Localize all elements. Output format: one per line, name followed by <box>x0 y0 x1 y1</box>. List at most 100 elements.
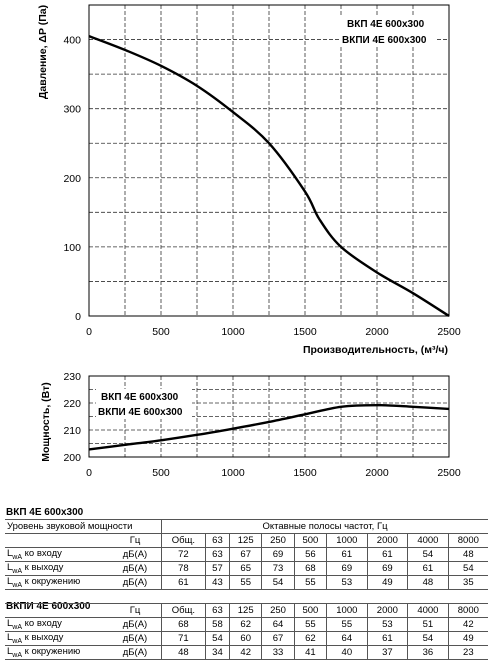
table-cell-value: 61 <box>366 547 408 562</box>
power-x-tick-label: 2500 <box>437 467 461 479</box>
table-cell-value: 49 <box>447 631 488 646</box>
power-legend-item-2: ВКПИ 4Е 600x300 <box>98 407 183 418</box>
table1-title: ВКП 4Е 600x300 <box>6 507 84 518</box>
pressure-chart: 0 500 1000 1500 2000 2500 0 100 200 300 400 ВКП 4Е… <box>37 4 461 356</box>
table-cell-value: 61 <box>161 575 206 590</box>
row-label: LwA ко входу <box>5 617 109 632</box>
table-cell-value: 62 <box>229 617 262 632</box>
table-cell-value: 69 <box>366 561 408 576</box>
row-label-subscript: wA <box>12 567 23 575</box>
row-label: LwA к окружению <box>5 645 109 660</box>
pressure-x-tick-label: 500 <box>152 326 170 338</box>
pressure-grid <box>89 5 449 316</box>
table-cell-value: 51 <box>407 617 449 632</box>
table-cell-value: 61 <box>407 561 449 576</box>
table-cell-value: 65 <box>229 561 262 576</box>
table-cell-value: 56 <box>293 547 327 562</box>
pressure-plot-frame <box>88 4 450 317</box>
table-cell-value: 40 <box>326 645 368 660</box>
pressure-x-tick-label: 2000 <box>365 326 389 338</box>
sound-table-2: Гц Общ. 63 125 250 500 1000 2000 4000 8000 LwA ко… <box>5 603 488 660</box>
table-cell-value: 71 <box>161 631 206 646</box>
power-chart: 0 500 1000 1500 2000 2500 200 210 220 230 ВКП 4Е … <box>40 371 461 479</box>
power-x-tick-label: 1500 <box>293 467 317 479</box>
column-header: 500 <box>293 533 327 548</box>
pressure-x-tick-label: 2500 <box>437 326 461 338</box>
table-cell-value: 60 <box>229 631 262 646</box>
row-unit: дБ(А) <box>109 631 162 646</box>
pressure-x-tick-label: 1500 <box>293 326 317 338</box>
table-row: LwA к окружению дБ(А) 61 43 55 54 55 53 49 48 35 <box>5 575 488 590</box>
pressure-y-tick-label: 200 <box>63 173 81 185</box>
row-label-subscript: wA <box>12 623 23 631</box>
table-cell-value: 67 <box>229 547 262 562</box>
column-header: Общ. <box>161 533 206 548</box>
pressure-y-tick-label: 400 <box>63 35 81 47</box>
table-cell-value: 54 <box>447 561 488 576</box>
row-unit: дБ(А) <box>109 617 162 632</box>
column-header: 125 <box>229 603 262 618</box>
table-row: LwA ко входу дБ(А) 72 63 67 69 56 61 61 54 48 <box>5 547 488 562</box>
pressure-y-tick-label: 300 <box>63 104 81 116</box>
row-label: LwA ко входу <box>5 547 109 562</box>
power-legend-item-1: ВКП 4Е 600x300 <box>101 392 179 403</box>
sound-table-1: Уровень звуковой мощности Октавные полос… <box>5 519 488 590</box>
column-header: 250 <box>261 533 295 548</box>
table-cell-value: 63 <box>204 547 230 562</box>
table-cell-value: 55 <box>326 617 368 632</box>
column-header: 500 <box>293 603 327 618</box>
table-cell-value: 53 <box>366 617 408 632</box>
power-y-tick-label: 200 <box>63 452 81 464</box>
table-cell-value: 49 <box>366 575 408 590</box>
pressure-legend-bg <box>340 17 435 47</box>
table-cell-value: 68 <box>293 561 327 576</box>
table-cell-value: 68 <box>161 617 206 632</box>
table-row: LwA к выходу дБ(А) 71 54 60 67 62 64 61 54 49 <box>5 631 488 646</box>
table-row: LwA ко входу дБ(А) 68 58 62 64 55 55 53 51 42 <box>5 617 488 632</box>
table-cell-value: 42 <box>447 617 488 632</box>
power-x-tick-label: 1000 <box>221 467 245 479</box>
row-label-subscript: wA <box>12 581 23 589</box>
power-x-tick-label: 0 <box>86 467 92 479</box>
table-corner-cell <box>5 603 109 618</box>
power-x-tick-label: 500 <box>152 467 170 479</box>
column-header: 125 <box>229 533 262 548</box>
row-label: LwA к выходу <box>5 561 109 576</box>
column-header: 2000 <box>366 533 408 548</box>
row-unit: дБ(А) <box>109 575 162 590</box>
table2-columns-row: Гц Общ. 63 125 250 500 1000 2000 4000 8000 <box>5 603 488 618</box>
table-cell-value: 67 <box>261 631 295 646</box>
pressure-y-axis-label: Давление, ΔP (Па) <box>37 5 49 99</box>
table-cell-value: 43 <box>204 575 230 590</box>
table-cell-value: 54 <box>204 631 230 646</box>
pressure-x-tick-label: 1000 <box>221 326 245 338</box>
table-cell-value: 78 <box>161 561 206 576</box>
power-y-axis-label: Мощность, (Вт) <box>40 382 52 462</box>
column-header: Общ. <box>161 603 206 618</box>
table-cell-value: 42 <box>229 645 262 660</box>
column-header: 1000 <box>326 533 368 548</box>
table1-columns-row: Гц Общ. 63 125 250 500 1000 2000 4000 8000 <box>5 533 488 548</box>
row-label: LwA к выходу <box>5 631 109 646</box>
table-cell-value: 53 <box>326 575 368 590</box>
table-cell-value: 55 <box>293 575 327 590</box>
table-cell-value: 48 <box>161 645 206 660</box>
row-unit: дБ(А) <box>109 547 162 562</box>
pressure-legend-item-2: ВКПИ 4Е 600x300 <box>342 35 427 46</box>
table-cell-value: 55 <box>293 617 327 632</box>
pressure-series-line <box>88 34 450 318</box>
power-legend-bg <box>96 389 192 419</box>
table-cell-value: 58 <box>204 617 230 632</box>
column-header: 4000 <box>407 533 449 548</box>
column-header: 63 <box>204 603 230 618</box>
table1-header-right: Октавные полосы частот, Гц <box>161 519 488 534</box>
table-cell-value: 54 <box>261 575 295 590</box>
power-x-tick-label: 2000 <box>365 467 389 479</box>
table-corner-cell <box>5 533 109 548</box>
unit-header: Гц <box>109 533 162 548</box>
column-header: 63 <box>204 533 230 548</box>
row-label-subscript: wA <box>12 651 23 659</box>
table-cell-value: 64 <box>261 617 295 632</box>
unit-header: Гц <box>109 603 162 618</box>
table-cell-value: 69 <box>261 547 295 562</box>
